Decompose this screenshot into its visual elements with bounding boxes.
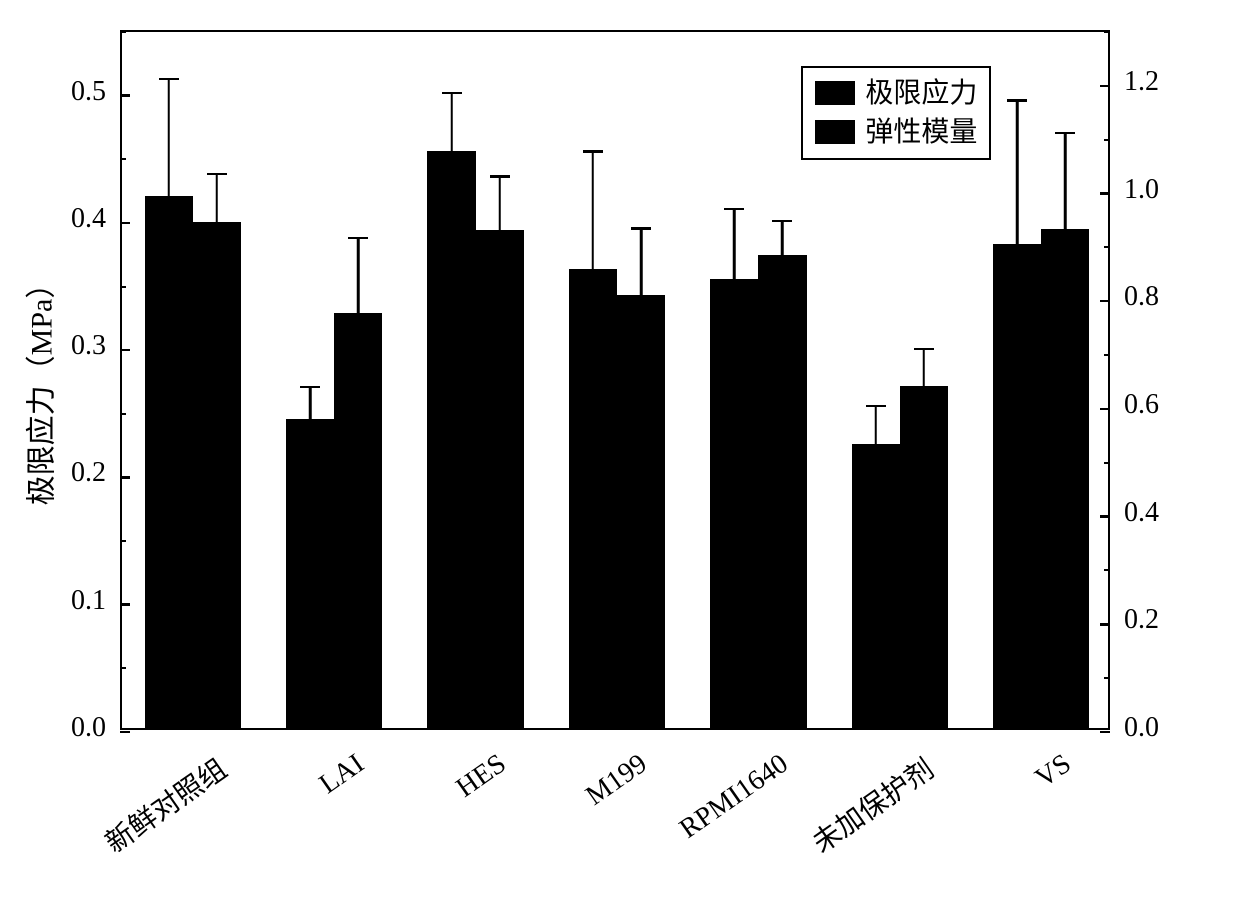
y-right-tick-label: 1.0 [1108, 174, 1159, 206]
error-cap [1055, 132, 1075, 135]
error-bar [592, 152, 595, 273]
y-right-minor-tick [1104, 139, 1110, 141]
error-bar [498, 176, 501, 234]
error-bar [923, 349, 926, 390]
error-cap [1007, 99, 1027, 102]
x-tick-label: 新鲜对照组 [71, 748, 233, 878]
y-right-tick-label: 0.0 [1108, 712, 1159, 744]
legend-label: 弹性模量 [865, 113, 977, 152]
error-bar [309, 387, 312, 423]
legend-swatch [815, 120, 855, 144]
error-cap [914, 348, 934, 351]
y-left-tick-label: 0.5 [71, 76, 122, 108]
y-left-tick-label: 0.2 [71, 457, 122, 489]
bar [758, 255, 806, 728]
error-bar [167, 79, 170, 200]
error-bar [781, 221, 784, 259]
error-bar [733, 209, 736, 283]
bar [145, 196, 193, 728]
error-bar [1016, 101, 1019, 249]
bar [852, 444, 900, 728]
y-right-tick-label: 0.2 [1108, 604, 1159, 636]
legend-label: 极限应力 [865, 74, 977, 113]
legend: 极限应力弹性模量 [801, 66, 991, 160]
y-right-minor-tick [1104, 354, 1110, 356]
bar [993, 244, 1041, 728]
error-cap [724, 208, 744, 211]
y-left-minor-tick [120, 158, 126, 160]
bar [476, 230, 524, 728]
error-cap [583, 150, 603, 153]
legend-swatch [815, 81, 855, 105]
y-right-minor-tick [1104, 462, 1110, 464]
x-tick-label: 未加保护剂 [779, 748, 941, 878]
y-right-tick-label: 1.2 [1108, 66, 1159, 98]
y-left-minor-tick [120, 286, 126, 288]
y-left-tick-label: 0.4 [71, 203, 122, 235]
y-left-tick-label: 0.3 [71, 330, 122, 362]
error-bar [875, 406, 878, 448]
error-cap [772, 220, 792, 223]
x-tick-label: VS [920, 748, 1078, 872]
bar [286, 419, 334, 728]
y-right-minor-tick [1104, 677, 1110, 679]
x-tick-label: RPMI1640 [637, 748, 795, 872]
legend-item: 极限应力 [815, 74, 977, 113]
y-left-minor-tick [120, 667, 126, 669]
y-left-minor-tick [120, 540, 126, 542]
bar [427, 151, 475, 728]
x-tick-label: HES [354, 748, 512, 872]
bar [569, 269, 617, 728]
y-right-minor-tick [1104, 569, 1110, 571]
x-tick-label: LAI [213, 748, 371, 872]
error-cap [300, 386, 320, 389]
error-cap [866, 405, 886, 408]
y-left-minor-tick [120, 413, 126, 415]
error-bar [1064, 133, 1067, 233]
y-right-tick-label: 0.4 [1108, 497, 1159, 529]
y-left-tick-label: 0.1 [71, 585, 122, 617]
error-cap [442, 92, 462, 95]
legend-item: 弹性模量 [815, 113, 977, 152]
error-cap [159, 78, 179, 81]
y-left-tick-label: 0.0 [71, 712, 122, 744]
error-cap [631, 227, 651, 230]
y-left-axis-label: 极限应力（MPa） [16, 269, 60, 506]
bar [710, 279, 758, 728]
error-bar [216, 174, 219, 226]
error-cap [490, 175, 510, 178]
error-bar [640, 229, 643, 299]
bar-chart: 0.0 0.1 0.2 0.3 0.4 0.5 0.0 0.2 0.4 0.6 0.8 1.0 1.2 极… [0, 0, 1240, 914]
bar [193, 222, 241, 728]
y-right-minor-tick [1104, 246, 1110, 248]
bar [1041, 229, 1089, 728]
y-right-minor-tick [1104, 31, 1110, 33]
y-right-tick-label: 0.6 [1108, 389, 1159, 421]
error-cap [207, 173, 227, 176]
y-left-minor-tick [120, 31, 126, 33]
plot-area: 0.00.10.20.30.40.50.00.20.40.60.81.01.2极… [120, 30, 1110, 730]
x-tick-label: M199 [496, 748, 654, 872]
y-right-tick-label: 0.8 [1108, 281, 1159, 313]
error-cap [348, 237, 368, 240]
bar [334, 313, 382, 728]
error-bar [450, 93, 453, 155]
bar [617, 295, 665, 728]
error-bar [357, 238, 360, 317]
bar [900, 386, 948, 728]
